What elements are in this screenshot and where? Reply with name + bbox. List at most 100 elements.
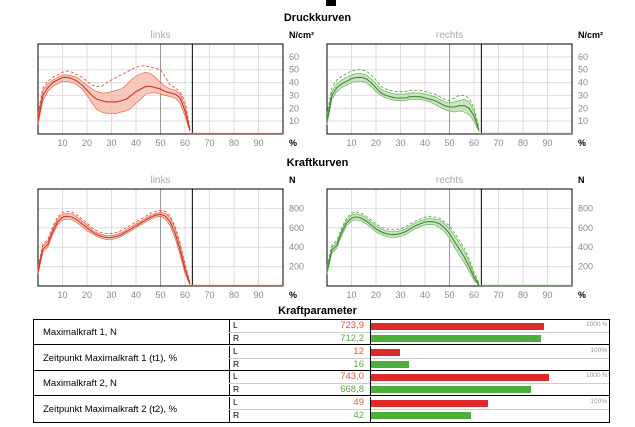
panel-3-ytick-2: 600 [289, 223, 304, 233]
panel-1-xtick-5: 60 [180, 138, 190, 148]
panel-2-ylabel: N/cm² [578, 30, 603, 40]
param-label-left: L [233, 371, 238, 381]
param-label-right: R [233, 409, 240, 420]
panel-3-subtitle: links [150, 175, 170, 186]
panel-4-band [326, 213, 480, 287]
param-value-left: 49 [353, 396, 364, 408]
panel-1-ytick-4: 50 [289, 65, 299, 75]
param-name: Zeitpunkt Maximalkraft 2 (t2), % [43, 403, 178, 415]
param-bar-right [371, 335, 542, 342]
panel-1-ytick-1: 20 [289, 103, 299, 113]
param-name: Maximalkraft 2, N [43, 378, 117, 389]
param-value-left: 723,9 [340, 320, 364, 331]
panel-1-ytick-5: 60 [289, 52, 299, 62]
panel-1-xtick-2: 30 [106, 138, 116, 148]
panel-3-ytick-3: 800 [289, 203, 304, 213]
param-scale-max: 100% [590, 346, 607, 354]
panel-4-ylabel: N [578, 175, 585, 185]
panel-2-band [326, 73, 480, 132]
panel-4-xtick-8: 90 [542, 290, 552, 300]
panel-2-xlabel: % [578, 138, 586, 148]
panel-4-xtick-2: 30 [395, 290, 405, 300]
panel-3-max-line [37, 209, 191, 283]
panel-3-ylabel: N [289, 175, 296, 185]
panel-4-xtick-3: 40 [420, 290, 430, 300]
panel-4-xtick-6: 70 [493, 290, 503, 300]
panel-2-xtick-0: 10 [346, 138, 356, 148]
panel-1-xtick-8: 90 [253, 138, 263, 148]
panel-3-xtick-6: 70 [204, 290, 214, 300]
panel-1-xtick-4: 50 [155, 138, 165, 148]
panel-3-xtick-0: 10 [57, 290, 67, 300]
panel-3-xtick-4: 50 [155, 290, 165, 300]
panel-2-max-line [326, 69, 480, 128]
panel-4-xtick-7: 80 [518, 290, 528, 300]
param-value-right: 16 [353, 358, 364, 370]
param-lr-divider [229, 332, 609, 333]
panel-3-ytick-1: 400 [289, 242, 304, 252]
panel-3-band [37, 211, 191, 286]
panel-3-mean-line [37, 213, 191, 285]
panel-4-xtick-5: 60 [469, 290, 479, 300]
param-label-left: L [233, 345, 238, 356]
panel-2-ytick-1: 20 [578, 103, 588, 113]
param-bar-right [371, 360, 410, 368]
panel-4-subtitle: rechts [436, 175, 463, 186]
panel-1-xtick-0: 10 [57, 138, 67, 148]
param-lr-divider [229, 357, 609, 359]
panel-1-xtick-3: 40 [131, 138, 141, 148]
panel-2-ytick-3: 40 [578, 78, 588, 88]
panel-2-frame [326, 43, 573, 135]
param-row: Maximalkraft 2, N L R 743,0 668,8 1000 N [34, 371, 609, 396]
panel-3-ytick-0: 200 [289, 262, 304, 272]
params-section-title: Kraftparameter [278, 305, 357, 317]
panel-3-xtick-7: 80 [229, 290, 239, 300]
param-bar-left [371, 348, 400, 356]
param-bar-area: 1000 N [370, 320, 610, 345]
param-label-left: L [233, 320, 238, 330]
param-scale-max: 1000 N [586, 372, 607, 379]
panel-3-xlabel: % [289, 290, 297, 300]
panel-2-ytick-2: 30 [578, 90, 588, 100]
param-name: Maximalkraft 1, N [43, 327, 117, 338]
panel-4-ytick-3: 800 [578, 203, 593, 213]
panel-4-ytick-0: 200 [578, 262, 593, 272]
param-lr-divider [229, 408, 609, 410]
top-marker [326, 0, 336, 6]
param-bar-area: 1000 N [370, 371, 610, 396]
panel-3-xtick-5: 60 [180, 290, 190, 300]
panel-2-xtick-4: 50 [444, 138, 454, 148]
param-label-right: R [233, 358, 240, 369]
panel-3-xtick-3: 40 [131, 290, 141, 300]
panel-4-xtick-4: 50 [444, 290, 454, 300]
panel-4-max-line [326, 211, 480, 284]
panel-2-ytick-5: 60 [578, 52, 588, 62]
pressure-section-title: Druckkurven [283, 12, 352, 24]
param-name: Zeitpunkt Maximalkraft 1 (t1), % [43, 352, 178, 364]
param-value-left: 12 [353, 345, 364, 357]
param-bar-area: 100% [370, 396, 610, 422]
panel-2-xtick-8: 90 [542, 138, 552, 148]
force-parameter-table: Maximalkraft 1, N L R 723,9 712,2 1000 N Zeitp… [33, 319, 610, 423]
param-label-right: R [233, 333, 240, 343]
panel-1-max-line [37, 65, 191, 128]
param-bar-left [371, 323, 544, 330]
panel-3-xtick-8: 90 [253, 290, 263, 300]
panel-4-ytick-1: 400 [578, 242, 593, 252]
param-bar-area: 100% [370, 345, 610, 371]
param-value-left: 743,0 [340, 371, 364, 382]
panel-3-xtick-2: 30 [106, 290, 116, 300]
panel-2-xtick-6: 70 [493, 138, 503, 148]
panel-3-frame [37, 188, 284, 287]
panel-4-mean-line [326, 216, 480, 286]
panel-1-xtick-1: 20 [82, 138, 92, 148]
panel-4-xtick-1: 20 [371, 290, 381, 300]
param-bar-right [371, 411, 472, 419]
panel-4-frame [326, 188, 573, 287]
panel-1-ytick-3: 40 [289, 78, 299, 88]
param-value-right: 42 [353, 409, 364, 421]
param-label-right: R [233, 384, 240, 394]
panel-1-ylabel: N/cm² [289, 30, 314, 40]
panel-2-xtick-7: 80 [518, 138, 528, 148]
panel-1-mean-line [37, 76, 191, 131]
